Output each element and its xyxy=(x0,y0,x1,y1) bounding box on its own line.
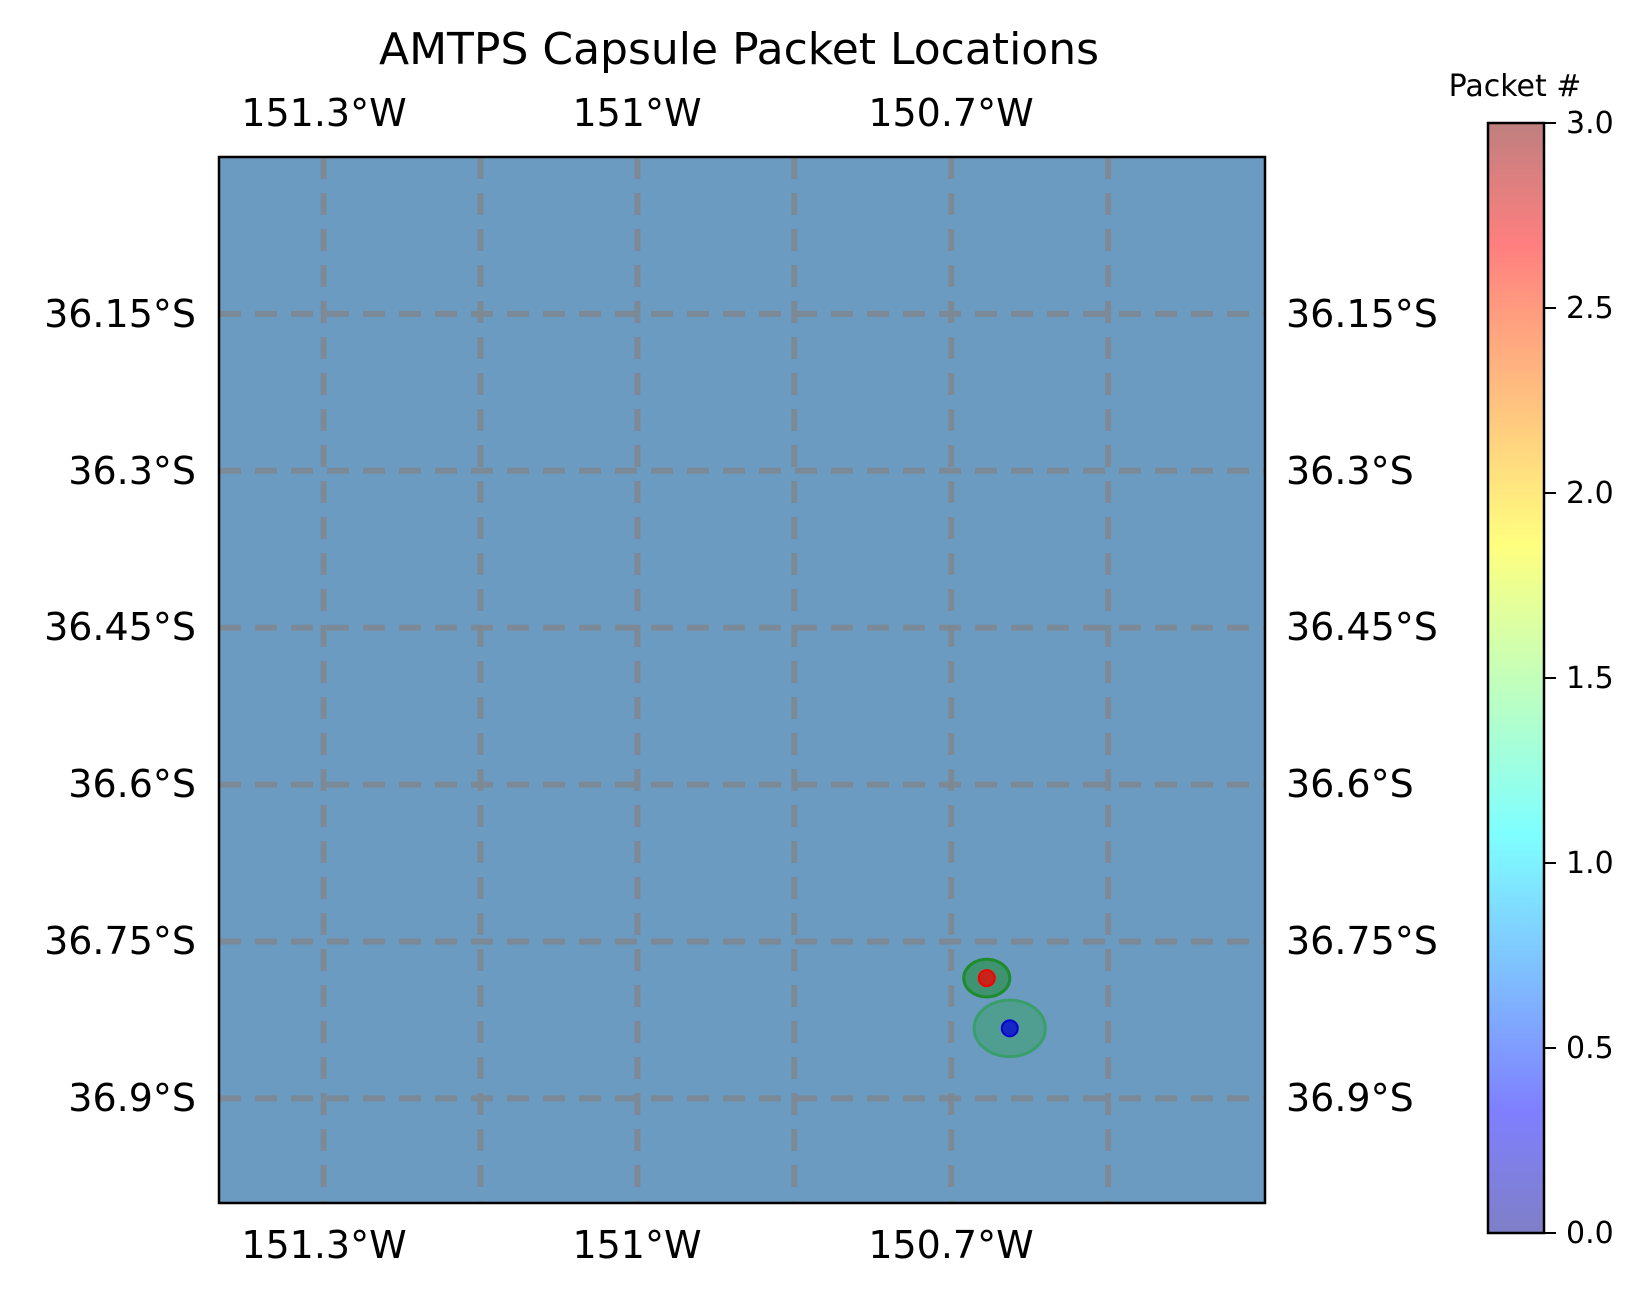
lon-label-bottom: 151°W xyxy=(572,1223,701,1267)
colorbar-tick-labels: 0.0 0.5 1.0 1.5 2.0 2.5 3.0 xyxy=(1566,106,1614,1251)
lat-label-left: 36.75°S xyxy=(44,919,196,963)
packet-marker xyxy=(1000,1019,1019,1038)
lat-label-left: 36.3°S xyxy=(68,449,196,493)
colorbar-gradient xyxy=(1488,123,1544,1233)
colorbar-tick-label: 0.5 xyxy=(1566,1031,1614,1066)
colorbar-ticks xyxy=(1544,122,1556,1234)
longitude-labels-bottom: 151.3°W 151°W 150.7°W xyxy=(241,1223,1033,1267)
packet-markers xyxy=(962,957,1047,1059)
lat-label-right: 36.3°S xyxy=(1286,449,1414,493)
latitude-labels-left: 36.15°S 36.3°S 36.45°S 36.6°S 36.75°S 36… xyxy=(44,292,196,1120)
gridlines xyxy=(219,157,1265,1203)
lat-label-right: 36.75°S xyxy=(1286,919,1438,963)
lat-label-right: 36.6°S xyxy=(1286,762,1414,806)
map-panel xyxy=(217,155,1267,1205)
ocean-background xyxy=(219,157,1265,1203)
lat-label-left: 36.6°S xyxy=(68,762,196,806)
colorbar-tick-label: 0.0 xyxy=(1566,1216,1614,1251)
colorbar-tick-label: 1.5 xyxy=(1566,661,1614,696)
lat-label-right: 36.45°S xyxy=(1286,605,1438,649)
latitude-labels-right: 36.15°S 36.3°S 36.45°S 36.6°S 36.75°S 36… xyxy=(1286,292,1438,1120)
lon-label-bottom: 151.3°W xyxy=(241,1223,406,1267)
map-frame xyxy=(217,155,1267,1205)
colorbar-tick-label: 2.5 xyxy=(1566,291,1614,326)
lat-label-right: 36.15°S xyxy=(1286,292,1438,336)
colorbar-label: Packet # xyxy=(1449,69,1582,104)
colorbar-tick-label: 1.0 xyxy=(1566,846,1614,881)
lon-label-top: 151.3°W xyxy=(241,91,406,135)
lon-label-top: 151°W xyxy=(572,91,701,135)
colorbar-tick-label: 3.0 xyxy=(1566,106,1614,141)
colorbar: Packet # 0.0 0.5 1.0 1.5 2.0 2.5 3.0 xyxy=(1449,69,1614,1251)
lat-label-left: 36.9°S xyxy=(68,1076,196,1120)
packet-marker xyxy=(977,969,996,988)
colorbar-tick-label: 2.0 xyxy=(1566,476,1614,511)
lat-label-left: 36.45°S xyxy=(44,605,196,649)
longitude-labels-top: 151.3°W 151°W 150.7°W xyxy=(241,91,1033,135)
lat-label-left: 36.15°S xyxy=(44,292,196,336)
lon-label-top: 150.7°W xyxy=(868,91,1033,135)
map-title: AMTPS Capsule Packet Locations xyxy=(379,24,1099,75)
lon-label-bottom: 150.7°W xyxy=(868,1223,1033,1267)
lat-label-right: 36.9°S xyxy=(1286,1076,1414,1120)
